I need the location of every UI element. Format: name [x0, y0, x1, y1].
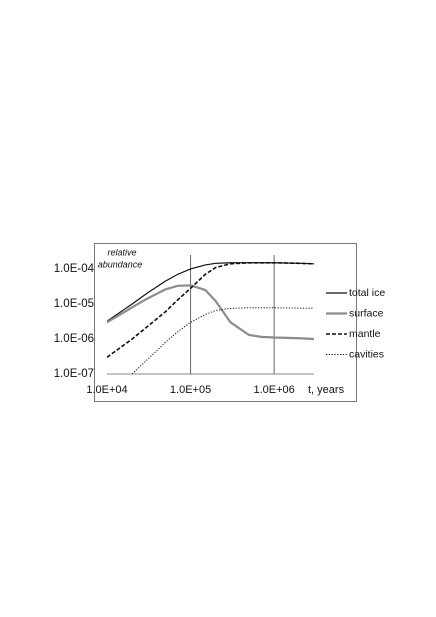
y-axis-label: relative [107, 247, 136, 257]
series-line [107, 262, 314, 322]
chart-frame [94, 243, 357, 402]
legend-label: total ice [349, 287, 385, 299]
y-axis-label: abundance [98, 259, 143, 269]
y-tick-label: 1.0E-06 [54, 333, 94, 345]
legend-label: cavities [349, 348, 384, 360]
legend-label: surface [349, 307, 384, 319]
legend-label: mantle [349, 328, 381, 340]
x-tick-label: 1.0E+06 [253, 384, 294, 396]
y-tick-label: 1.0E-04 [54, 263, 95, 275]
x-tick-label: 1.0E+05 [170, 384, 211, 396]
series-line [107, 284, 314, 341]
series-line [131, 307, 314, 374]
y-tick-label: 1.0E-05 [54, 298, 94, 310]
x-axis-label: t, years [308, 384, 345, 396]
x-tick-label: 1.0E+04 [86, 384, 127, 396]
series-line [107, 261, 314, 358]
y-tick-label: 1.0E-07 [54, 368, 94, 380]
